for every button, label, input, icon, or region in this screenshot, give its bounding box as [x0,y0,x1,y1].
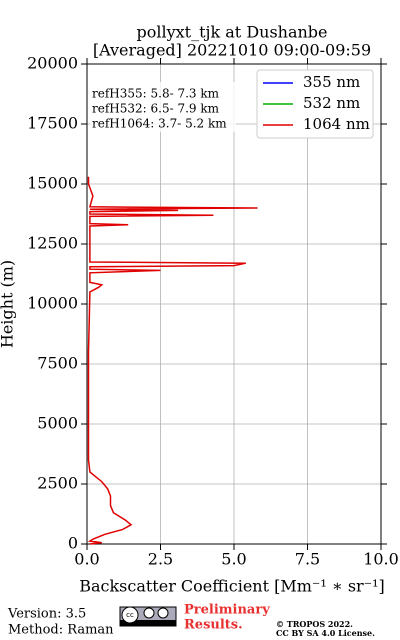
y-tick-label: 20000 [27,54,78,73]
legend-box [256,69,374,139]
chart-title: pollyxt_tjk at Dushanbe [136,23,327,42]
annotation: refH1064: 3.7- 5.2 km [92,117,227,131]
method: Method: Raman [8,623,114,638]
y-tick-label: 12500 [27,234,78,253]
preliminary: Preliminary [184,603,270,618]
copyright: CC BY SA 4.0 License. [276,628,375,638]
annotation: refH532: 6.5- 7.9 km [92,102,220,116]
legend-label: 532 nm [303,94,360,112]
y-tick-label: 10000 [27,294,78,313]
plot-frame [86,63,382,545]
legend-label: 355 nm [303,73,360,91]
version: Version: 3.5 [7,607,86,622]
x-tick-label: 2.5 [148,550,173,569]
annotation-box [90,82,236,132]
y-tick-label: 0 [68,534,78,553]
x-tick-label: 10.0 [363,550,399,569]
x-tick-label: 0.0 [74,550,99,569]
annotation: refH355: 5.8- 7.3 km [92,87,220,101]
y-tick-label: 2500 [37,474,78,493]
y-tick-label: 7500 [37,354,78,373]
legend-label: 1064 nm [303,115,370,133]
cc-icon: cc [119,606,177,627]
y-tick-label: 15000 [27,174,78,193]
preliminary: Results. [184,618,243,633]
chart-subtitle: [Averaged] 20221010 09:00-09:59 [93,41,371,60]
y-tick-label: 17500 [27,114,78,133]
x-tick-label: 7.5 [295,550,320,569]
copyright: © TROPOS 2022. [276,619,353,629]
x-tick-label: 5.0 [221,550,246,569]
profile-line [87,176,258,545]
svg-text:cc: cc [126,611,134,619]
y-tick-label: 5000 [37,414,78,433]
y-axis-label: Height (m) [0,260,17,348]
x-axis-label: Backscatter Coefficient [Mm⁻¹ ∗ sr⁻¹] [79,577,385,596]
